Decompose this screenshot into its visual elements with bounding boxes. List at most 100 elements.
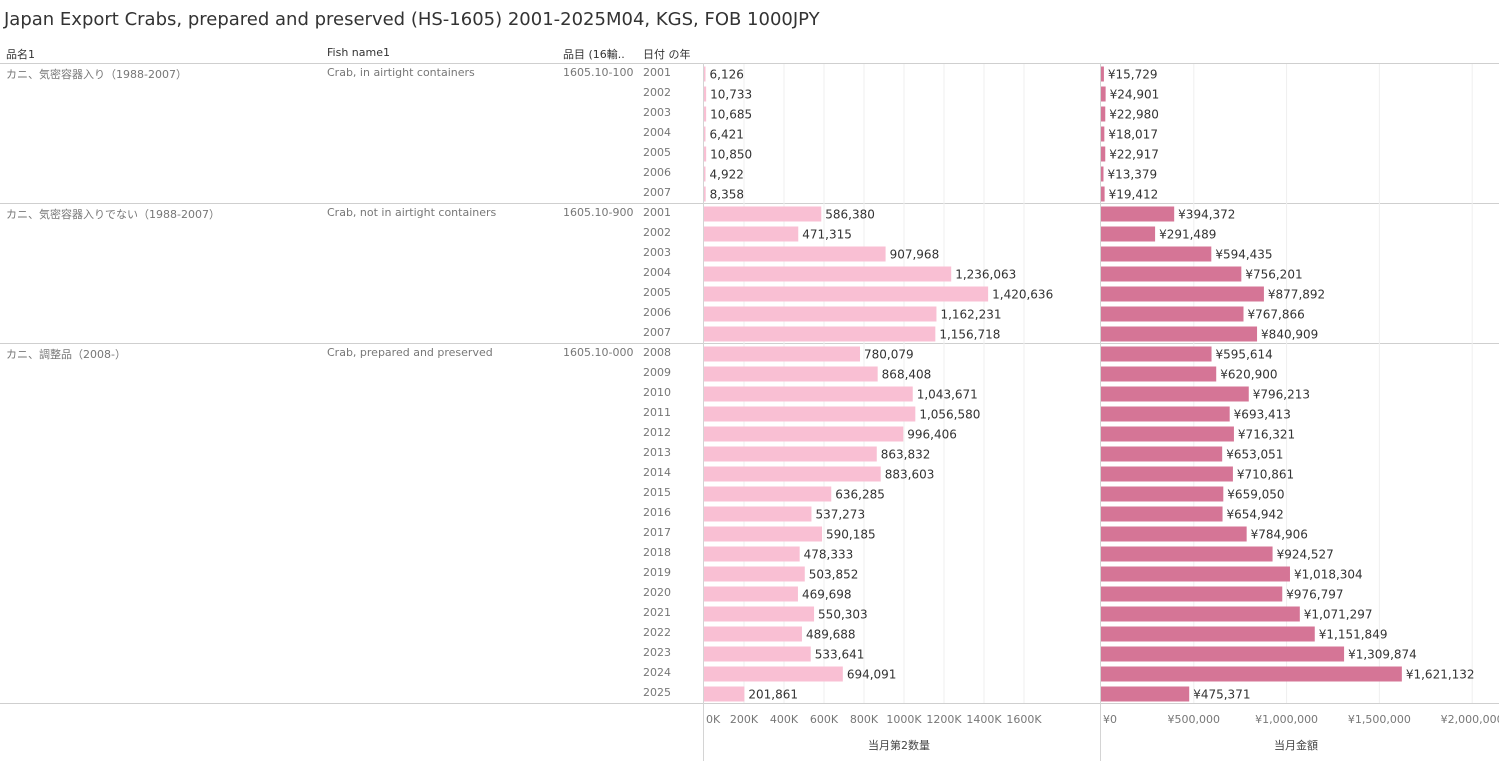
data-label: 868,408 [882, 368, 932, 382]
bar [1101, 246, 1212, 262]
group-2-en-label: Crab, not in airtight containers [327, 206, 497, 219]
data-label: ¥595,614 [1216, 348, 1273, 362]
x-tick-label: 400K [770, 713, 799, 726]
group-1-en-label: Crab, in airtight containers [327, 66, 475, 79]
group-1-code: 1605.10-100 [563, 66, 634, 79]
bar [1101, 466, 1233, 482]
bar [704, 626, 802, 642]
data-label: 469,698 [802, 588, 852, 602]
data-label: 478,333 [804, 548, 854, 562]
bar [1101, 286, 1264, 302]
year-label: 2008 [643, 346, 671, 359]
bar [1101, 506, 1223, 522]
header-item-code[interactable]: 品目 (16輸.. [563, 48, 625, 61]
data-label: 1,056,580 [919, 408, 980, 422]
data-label: ¥877,892 [1268, 288, 1325, 302]
bar [1101, 686, 1190, 702]
year-label: 2001 [643, 66, 671, 79]
header-fish-name[interactable]: Fish name1 [327, 46, 390, 59]
bar [1101, 606, 1300, 622]
group-2-code: 1605.10-900 [563, 206, 634, 219]
bar [704, 646, 811, 662]
pane-divider-left [703, 63, 704, 761]
year-label: 2003 [643, 246, 671, 259]
bar [1101, 106, 1106, 122]
bar [1101, 126, 1105, 142]
x-tick-label: 1200K [926, 713, 962, 726]
data-label: ¥291,489 [1159, 228, 1216, 242]
data-label: ¥1,309,874 [1348, 648, 1417, 662]
year-label: 2020 [643, 586, 671, 599]
data-label: 694,091 [847, 668, 897, 682]
year-label: 2012 [643, 426, 671, 439]
pane-divider-right [1100, 63, 1101, 761]
x-tick-label: ¥500,000 [1168, 713, 1221, 726]
bar [704, 406, 916, 422]
bar [704, 186, 706, 202]
bar [1101, 586, 1283, 602]
bar [704, 686, 745, 702]
bar [1101, 486, 1224, 502]
header-year[interactable]: 日付 の年 [643, 48, 691, 61]
year-label: 2019 [643, 566, 671, 579]
year-label: 2010 [643, 386, 671, 399]
data-label: ¥475,371 [1193, 688, 1250, 702]
bar [704, 106, 707, 122]
data-label: ¥796,213 [1253, 388, 1310, 402]
data-label: 586,380 [825, 208, 875, 222]
data-label: 780,079 [864, 348, 914, 362]
year-label: 2016 [643, 506, 671, 519]
year-label: 2018 [643, 546, 671, 559]
data-label: 1,420,636 [992, 288, 1053, 302]
bar [1101, 266, 1242, 282]
data-label: 1,236,063 [955, 268, 1016, 282]
data-label: 1,156,718 [939, 328, 1000, 342]
bar [1101, 206, 1175, 222]
bar [1101, 666, 1402, 682]
bar [704, 66, 706, 82]
data-label: 10,733 [710, 88, 752, 102]
bar [1101, 86, 1106, 102]
x-tick-label: 1000K [886, 713, 922, 726]
data-label: ¥716,321 [1238, 428, 1295, 442]
data-label: ¥659,050 [1227, 488, 1284, 502]
year-label: 2006 [643, 166, 671, 179]
data-label: 4,922 [710, 168, 744, 182]
data-label: 537,273 [815, 508, 865, 522]
year-label: 2003 [643, 106, 671, 119]
year-label: 2013 [643, 446, 671, 459]
data-label: ¥18,017 [1108, 128, 1158, 142]
data-label: 10,850 [710, 148, 752, 162]
data-label: 636,285 [835, 488, 885, 502]
bar [1101, 426, 1234, 442]
data-label: ¥654,942 [1227, 508, 1284, 522]
x-tick-label: ¥0 [1103, 713, 1117, 726]
group-divider-1 [0, 203, 1499, 204]
bar [704, 386, 913, 402]
bar [704, 286, 989, 302]
data-label: 996,406 [907, 428, 957, 442]
bar [704, 166, 706, 182]
bar [704, 566, 805, 582]
bar [1101, 226, 1156, 242]
data-label: ¥784,906 [1251, 528, 1308, 542]
year-label: 2024 [643, 666, 671, 679]
year-label: 2017 [643, 526, 671, 539]
bar [704, 586, 798, 602]
header-product-name[interactable]: 品名1 [6, 48, 35, 61]
year-label: 2005 [643, 286, 671, 299]
data-label: 863,832 [881, 448, 931, 462]
x-tick-label: 200K [730, 713, 759, 726]
year-label: 2002 [643, 86, 671, 99]
data-label: ¥653,051 [1226, 448, 1283, 462]
year-label: 2009 [643, 366, 671, 379]
year-label: 2023 [643, 646, 671, 659]
bar [704, 346, 861, 362]
year-label: 2014 [643, 466, 671, 479]
data-label: ¥1,018,304 [1294, 568, 1363, 582]
bar [704, 246, 886, 262]
group-2-jp-label: カニ、気密容器入りでない（1988-2007） [6, 208, 220, 221]
data-label: 6,126 [710, 68, 744, 82]
bar [1101, 406, 1230, 422]
data-label: ¥710,861 [1237, 468, 1294, 482]
